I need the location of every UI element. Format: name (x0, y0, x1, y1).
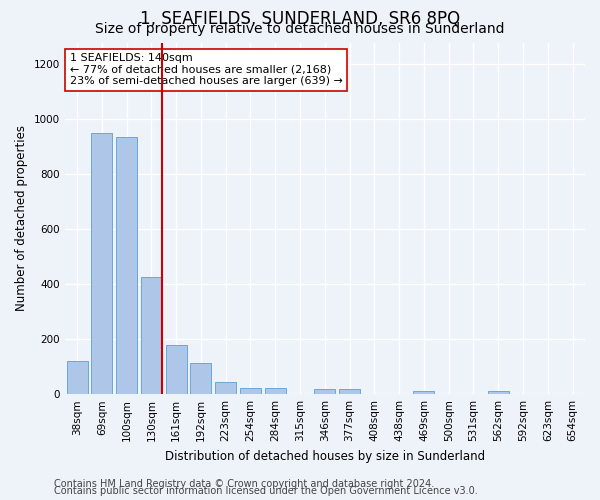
X-axis label: Distribution of detached houses by size in Sunderland: Distribution of detached houses by size … (165, 450, 485, 462)
Bar (240, 388, 261, 394)
Bar (265, 388, 286, 394)
Bar (166, 344, 187, 394)
Bar (339, 389, 360, 394)
Bar (116, 138, 137, 394)
Y-axis label: Number of detached properties: Number of detached properties (15, 126, 28, 312)
Bar (190, 362, 211, 394)
Bar (141, 278, 162, 394)
Text: 1 SEAFIELDS: 140sqm
← 77% of detached houses are smaller (2,168)
23% of semi-det: 1 SEAFIELDS: 140sqm ← 77% of detached ho… (70, 53, 343, 86)
Bar (91, 133, 112, 394)
Bar (67, 361, 88, 394)
Text: Contains public sector information licensed under the Open Government Licence v3: Contains public sector information licen… (54, 486, 478, 496)
Bar (215, 382, 236, 394)
Bar (413, 391, 434, 394)
Text: Size of property relative to detached houses in Sunderland: Size of property relative to detached ho… (95, 22, 505, 36)
Text: 1, SEAFIELDS, SUNDERLAND, SR6 8PQ: 1, SEAFIELDS, SUNDERLAND, SR6 8PQ (140, 10, 460, 28)
Bar (488, 391, 509, 394)
Bar (314, 389, 335, 394)
Text: Contains HM Land Registry data © Crown copyright and database right 2024.: Contains HM Land Registry data © Crown c… (54, 479, 434, 489)
